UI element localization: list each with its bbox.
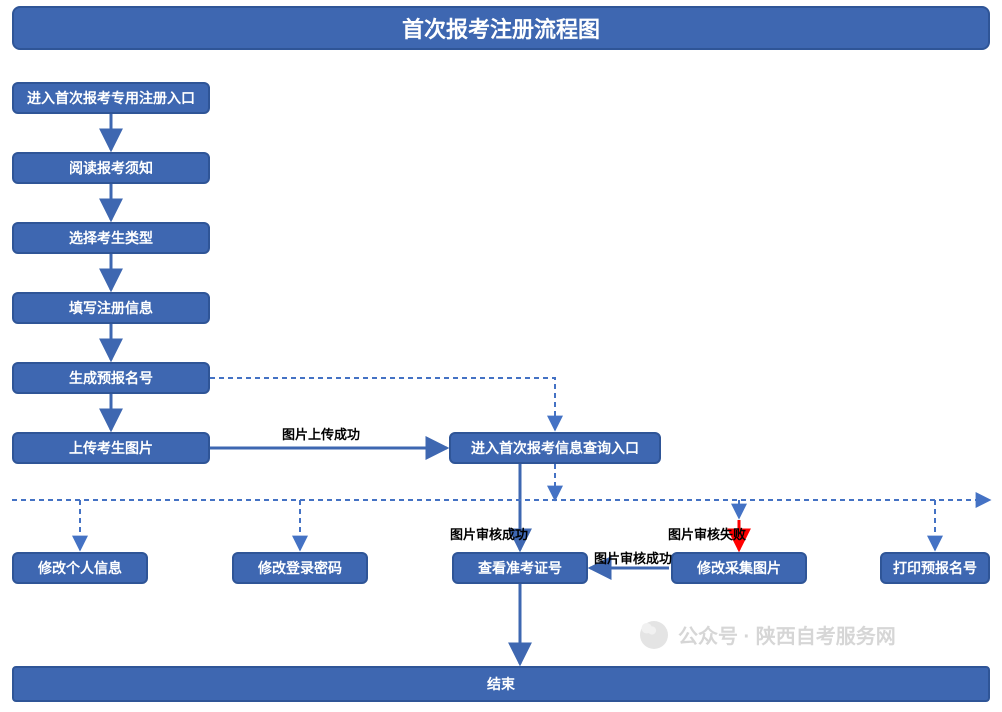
node-n2: 阅读报考须知 — [12, 152, 210, 184]
wechat-icon — [640, 621, 668, 649]
node-mod_info: 修改个人信息 — [12, 552, 148, 584]
edge-label-audit_ok: 图片审核成功 — [450, 524, 528, 543]
node-n3: 选择考生类型 — [12, 222, 210, 254]
node-mod_pic: 修改采集图片 — [671, 552, 807, 584]
node-mod_pwd: 修改登录密码 — [232, 552, 368, 584]
node-n1: 进入首次报考专用注册入口 — [12, 82, 210, 114]
watermark: 公众号 · 陕西自考服务网 — [640, 620, 896, 649]
edge-label-upload_ok: 图片上传成功 — [282, 424, 360, 443]
watermark-text: 公众号 · 陕西自考服务网 — [678, 620, 896, 649]
node-end: 结束 — [12, 666, 990, 702]
edge-label-audit_ok2: 图片审核成功 — [594, 548, 672, 567]
node-n6: 上传考生图片 — [12, 432, 210, 464]
node-n5: 生成预报名号 — [12, 362, 210, 394]
edge-label-audit_fail: 图片审核失败 — [668, 524, 746, 543]
node-n4: 填写注册信息 — [12, 292, 210, 324]
node-check_no: 查看准考证号 — [452, 552, 588, 584]
node-query: 进入首次报考信息查询入口 — [449, 432, 661, 464]
node-title: 首次报考注册流程图 — [12, 6, 990, 50]
node-print: 打印预报名号 — [880, 552, 990, 584]
flowchart-stage: 首次报考注册流程图进入首次报考专用注册入口阅读报考须知选择考生类型填写注册信息生… — [0, 0, 1002, 712]
